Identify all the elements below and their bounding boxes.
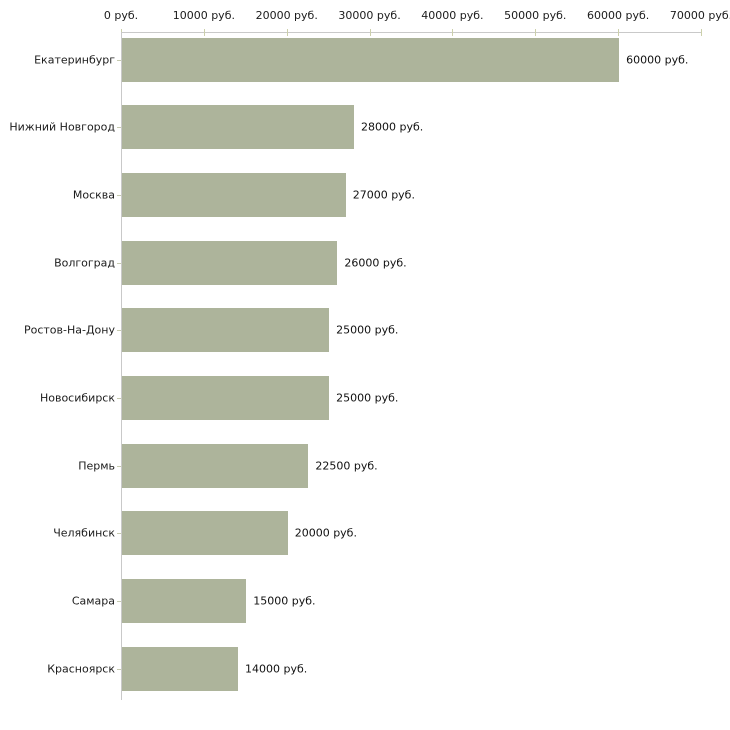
y-axis-tick-mark — [117, 669, 121, 670]
bar-value-label: 26000 руб. — [344, 256, 407, 270]
x-axis-tick-label: 10000 руб. — [172, 9, 235, 22]
x-axis-tick-mark — [535, 29, 536, 36]
bar-value-label: 27000 руб. — [352, 188, 415, 202]
y-axis-tick-mark — [117, 398, 121, 399]
bar — [122, 308, 330, 353]
x-axis-line — [121, 32, 701, 33]
x-axis-tick-label: 30000 руб. — [338, 9, 401, 22]
bar — [122, 105, 354, 150]
x-axis-tick-mark — [287, 29, 288, 36]
category-label: Самара — [71, 594, 115, 608]
x-axis-tick-label: 50000 руб. — [504, 9, 567, 22]
x-axis-tick-label: 20000 руб. — [255, 9, 318, 22]
category-label: Волгоград — [54, 256, 115, 270]
category-label: Москва — [72, 188, 115, 202]
category-label: Ростов-На-Дону — [23, 323, 115, 337]
bar — [122, 511, 288, 556]
category-label: Красноярск — [47, 662, 115, 676]
bar — [122, 646, 238, 691]
bar-value-label: 20000 руб. — [294, 526, 357, 540]
x-axis-tick-mark — [701, 29, 702, 36]
category-label: Челябинск — [53, 526, 115, 540]
category-label: Екатеринбург — [34, 53, 115, 67]
x-axis-tick-label: 0 руб. — [103, 9, 139, 22]
category-label: Пермь — [78, 459, 115, 473]
bar — [122, 240, 338, 285]
y-axis-tick-mark — [117, 263, 121, 264]
bar — [122, 375, 330, 420]
bar-value-label: 22500 руб. — [315, 459, 378, 473]
y-axis-tick-mark — [117, 195, 121, 196]
bar — [122, 578, 247, 623]
bar-value-label: 15000 руб. — [253, 594, 316, 608]
x-axis-tick-mark — [618, 29, 619, 36]
y-axis-line — [121, 32, 122, 700]
bar — [122, 173, 346, 217]
x-axis-tick-label: 60000 руб. — [587, 9, 650, 22]
bar-value-label: 14000 руб. — [245, 662, 308, 676]
category-label: Новосибирск — [39, 391, 115, 405]
x-axis-tick-mark — [204, 29, 205, 36]
y-axis-tick-mark — [117, 330, 121, 331]
x-axis-tick-label: 70000 руб. — [669, 9, 730, 22]
bar-value-label: 60000 руб. — [626, 53, 689, 67]
bar-value-label: 28000 руб. — [361, 120, 424, 134]
category-label: Нижний Новгород — [9, 120, 115, 134]
bar-value-label: 25000 руб. — [336, 323, 399, 337]
x-axis-tick-label: 40000 руб. — [421, 9, 484, 22]
bar — [122, 443, 309, 488]
y-axis-tick-mark — [117, 601, 121, 602]
x-axis-tick-mark — [452, 29, 453, 36]
bar — [122, 37, 620, 82]
y-axis-tick-mark — [117, 60, 121, 61]
x-axis-tick-mark — [370, 29, 371, 36]
y-axis-tick-mark — [117, 466, 121, 467]
bar-value-label: 25000 руб. — [336, 391, 399, 405]
y-axis-tick-mark — [117, 533, 121, 534]
y-axis-tick-mark — [117, 127, 121, 128]
